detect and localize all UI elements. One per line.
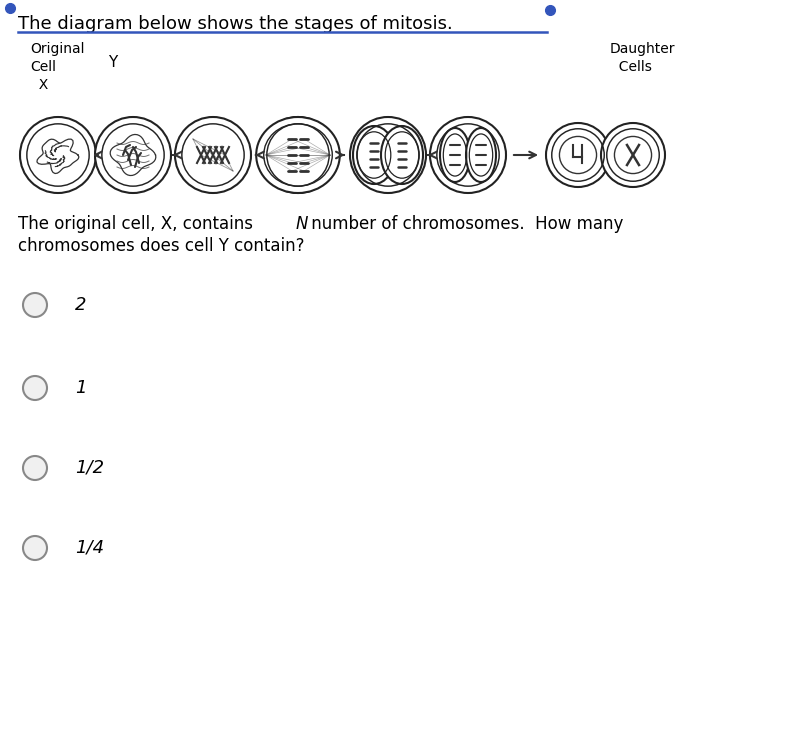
Ellipse shape	[350, 117, 426, 193]
Ellipse shape	[430, 117, 506, 193]
Ellipse shape	[466, 128, 496, 182]
Text: number of chromosomes.  How many: number of chromosomes. How many	[306, 215, 623, 233]
Text: The diagram below shows the stages of mitosis.: The diagram below shows the stages of mi…	[18, 15, 453, 33]
Ellipse shape	[381, 126, 423, 184]
Ellipse shape	[601, 123, 665, 187]
Text: 2: 2	[75, 296, 86, 314]
Text: chromosomes does cell Y contain?: chromosomes does cell Y contain?	[18, 237, 305, 255]
Ellipse shape	[184, 146, 242, 184]
Circle shape	[23, 293, 47, 317]
Ellipse shape	[353, 126, 395, 184]
Ellipse shape	[260, 117, 336, 193]
Text: Y: Y	[108, 55, 118, 70]
Ellipse shape	[256, 117, 340, 193]
Circle shape	[23, 456, 47, 480]
Text: The original cell, X, contains: The original cell, X, contains	[18, 215, 258, 233]
Ellipse shape	[546, 123, 610, 187]
Text: 1/4: 1/4	[75, 539, 104, 557]
Text: Daughter
  Cells: Daughter Cells	[610, 42, 675, 74]
Ellipse shape	[20, 117, 96, 193]
Circle shape	[23, 536, 47, 560]
Ellipse shape	[440, 128, 470, 182]
Text: 1: 1	[75, 379, 86, 397]
Text: N: N	[296, 215, 308, 233]
Circle shape	[23, 376, 47, 400]
Ellipse shape	[184, 126, 242, 164]
Ellipse shape	[95, 117, 171, 193]
Ellipse shape	[175, 117, 251, 193]
Text: 1/2: 1/2	[75, 459, 104, 477]
Text: Original
Cell
  X: Original Cell X	[30, 42, 85, 92]
